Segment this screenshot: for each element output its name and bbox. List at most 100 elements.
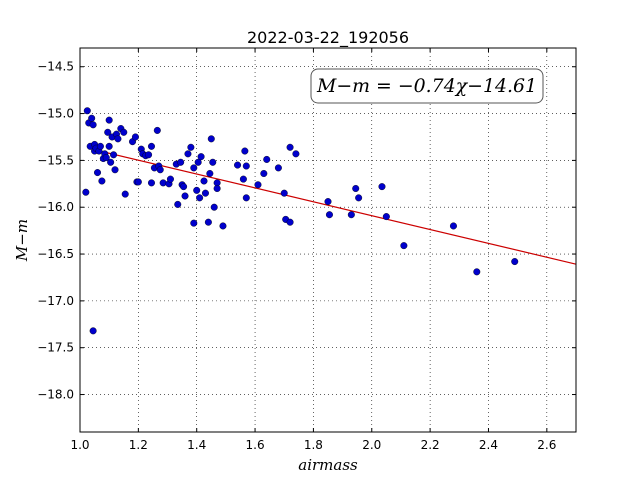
y-tick-label: −17.5 — [37, 341, 74, 355]
data-point — [89, 121, 97, 129]
x-axis-label: airmass — [298, 456, 358, 474]
data-point — [180, 183, 188, 191]
data-point — [280, 189, 288, 197]
data-point — [190, 219, 198, 227]
data-point — [382, 213, 390, 221]
data-point — [159, 179, 167, 187]
data-point — [234, 161, 242, 169]
data-point — [105, 116, 113, 124]
y-tick-label: −15.0 — [37, 107, 74, 121]
y-tick-label: −18.0 — [37, 388, 74, 402]
data-point — [98, 177, 106, 185]
annotation-box: M−m = −0.74χ−14.61 — [310, 68, 544, 104]
fit-line-group — [103, 151, 577, 265]
data-point — [242, 162, 250, 170]
plot-frame — [79, 47, 577, 433]
chart-title: 2022-03-22_192056 — [247, 28, 409, 48]
data-point — [219, 222, 227, 230]
data-point — [114, 135, 122, 143]
data-point — [254, 181, 262, 189]
x-tick-label: 2.2 — [421, 438, 440, 452]
data-point — [325, 211, 333, 219]
x-tick-label: 1.2 — [129, 438, 148, 452]
data-point — [184, 150, 192, 158]
fit-line — [103, 151, 577, 265]
data-point — [94, 169, 102, 177]
data-point — [239, 175, 247, 183]
data-point — [153, 126, 161, 134]
data-points — [82, 107, 519, 335]
data-point — [181, 192, 189, 200]
data-point — [107, 158, 115, 166]
y-tick-label: −16.5 — [37, 247, 74, 261]
data-point — [120, 128, 128, 136]
data-point — [88, 114, 96, 122]
data-point — [131, 133, 139, 141]
data-point — [400, 242, 408, 250]
data-point — [355, 194, 363, 202]
data-point — [96, 142, 104, 150]
data-point — [263, 155, 271, 163]
data-point — [210, 203, 218, 211]
y-tick-label: −16.0 — [37, 200, 74, 214]
data-point — [89, 327, 97, 335]
data-point — [449, 222, 457, 230]
data-point — [147, 142, 155, 150]
data-point — [145, 151, 153, 159]
data-point — [352, 184, 360, 192]
y-tick-label: −17.0 — [37, 294, 74, 308]
data-point — [102, 154, 110, 162]
x-tick-label: 1.6 — [246, 438, 265, 452]
x-tick-label: 1.0 — [70, 438, 89, 452]
data-point — [347, 211, 355, 219]
data-point — [213, 184, 221, 192]
y-axis-label: M−m — [13, 219, 31, 262]
data-point — [166, 175, 174, 183]
data-point — [197, 153, 205, 161]
data-point — [82, 188, 90, 196]
data-point — [292, 150, 300, 158]
x-tick-label: 1.4 — [187, 438, 206, 452]
data-point — [196, 194, 204, 202]
y-tick-label: −14.5 — [37, 60, 74, 74]
data-point — [286, 218, 294, 226]
x-tick-label: 1.8 — [304, 438, 323, 452]
data-point — [260, 170, 268, 178]
data-point — [204, 218, 212, 226]
data-point — [134, 178, 142, 186]
data-point — [200, 177, 208, 185]
y-tick-label: −15.5 — [37, 153, 74, 167]
data-point — [201, 189, 209, 197]
data-point — [511, 258, 519, 266]
plot-area — [80, 48, 576, 432]
data-point — [473, 268, 481, 276]
data-point — [242, 194, 250, 202]
data-point — [286, 143, 294, 151]
data-point — [194, 158, 202, 166]
data-point — [174, 200, 182, 208]
data-point — [274, 164, 282, 172]
data-point — [105, 142, 113, 150]
data-point — [177, 158, 185, 166]
data-point — [104, 128, 112, 136]
data-point — [187, 143, 195, 151]
data-point — [83, 107, 91, 115]
x-tick-label: 2.6 — [537, 438, 556, 452]
data-point — [110, 151, 118, 159]
data-point — [209, 158, 217, 166]
data-point — [156, 166, 164, 174]
fit-equation-annotation: M−m = −0.74χ−14.61 — [316, 75, 537, 97]
data-point — [241, 147, 249, 155]
data-point — [207, 135, 215, 143]
data-point — [193, 186, 201, 194]
axis-ticks: 1.0 1.2 1.4 1.6 1.8 2.0 2.2 2.4 2.6 −14.5 −15.0 −15… — [37, 48, 576, 452]
data-point — [121, 190, 129, 198]
data-point — [111, 166, 119, 174]
x-tick-label: 2.0 — [362, 438, 381, 452]
data-point — [147, 179, 155, 187]
grid-lines — [79, 48, 576, 432]
data-point — [324, 198, 332, 206]
data-point — [378, 183, 386, 191]
annotation-frame — [310, 68, 544, 104]
